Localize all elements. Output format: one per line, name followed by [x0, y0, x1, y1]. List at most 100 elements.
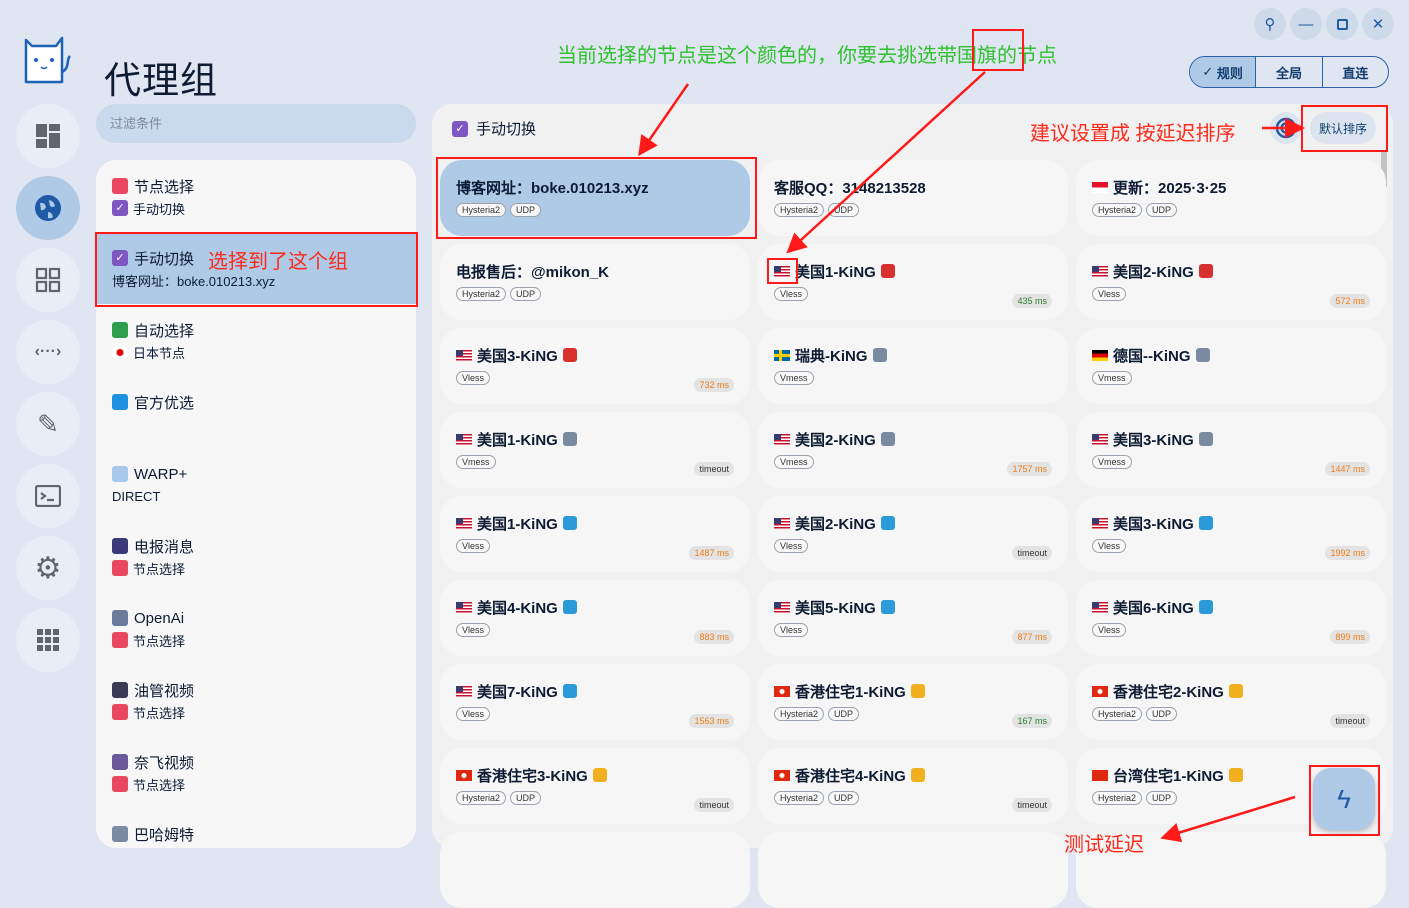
node-delay[interactable]: timeout — [1012, 546, 1052, 560]
scrollbar[interactable] — [1381, 150, 1387, 188]
node-name-row: 德国--KiNG — [1092, 344, 1386, 366]
apps-grid-icon — [37, 629, 59, 651]
node-card[interactable]: 瑞典-KiNG Vmess — [758, 328, 1068, 404]
protocol-tag: Hysteria2 — [1092, 791, 1143, 805]
node-card[interactable]: 美国1-KiNG Vless 1487 ms — [440, 496, 750, 572]
node-card[interactable]: 香港住宅2-KiNG Hysteria2 UDP timeout — [1076, 664, 1386, 740]
sort-button[interactable]: 默认排序 — [1310, 112, 1376, 144]
node-delay[interactable]: timeout — [1330, 714, 1370, 728]
nav-settings[interactable]: ⚙ — [16, 536, 80, 600]
node-name-row: 美国1-KiNG — [456, 428, 750, 450]
node-tags: Vless — [1092, 623, 1386, 637]
node-card[interactable]: 德国--KiNG Vmess — [1076, 328, 1386, 404]
node-tags: Vless — [456, 539, 750, 553]
nav-tools[interactable]: ✎ — [16, 392, 80, 456]
wave-icon — [880, 600, 895, 614]
flag-us-icon — [1092, 433, 1108, 445]
node-name: 美国2-KiNG — [795, 515, 876, 533]
node-delay[interactable]: 732 ms — [694, 378, 734, 392]
node-delay[interactable]: 167 ms — [1012, 714, 1052, 728]
node-card[interactable]: 香港住宅1-KiNG Hysteria2 UDP 167 ms — [758, 664, 1068, 740]
node-card[interactable]: 客服QQ：3148213528 Hysteria2 UDP — [758, 160, 1068, 236]
node-name: 客服QQ：3148213528 — [774, 179, 926, 197]
node-tags: Hysteria2 UDP — [1092, 203, 1386, 217]
node-card[interactable]: 美国1-KiNG Vmess timeout — [440, 412, 750, 488]
node-card[interactable]: 美国5-KiNG Vless 877 ms — [758, 580, 1068, 656]
node-delay[interactable]: 899 ms — [1330, 630, 1370, 644]
node-card[interactable]: 美国3-KiNG Vless 732 ms — [440, 328, 750, 404]
protocol-tag: Vless — [456, 539, 491, 553]
group-item[interactable]: 巴哈姆特台湾节点 — [96, 808, 416, 848]
pin-button[interactable]: ⚲ — [1254, 8, 1286, 40]
group-item[interactable]: 节点选择 ✓ 手动切换 — [96, 160, 416, 232]
node-card[interactable] — [758, 832, 1068, 908]
cloud-icon — [1198, 432, 1213, 446]
mode-rule-button[interactable]: ✓ 规则 — [1190, 57, 1256, 87]
group-item[interactable]: 自动选择 日本节点 — [96, 304, 416, 376]
node-card[interactable]: 美国7-KiNG Vless 1563 ms — [440, 664, 750, 740]
group-item[interactable]: 油管视频 节点选择 — [96, 664, 416, 736]
maximize-button[interactable] — [1326, 8, 1358, 40]
node-card[interactable]: 香港住宅3-KiNG Hysteria2 UDP timeout — [440, 748, 750, 824]
node-card[interactable]: 美国3-KiNG Vmess 1447 ms — [1076, 412, 1386, 488]
crown-icon — [1228, 768, 1243, 782]
nav-connections[interactable]: ‹···› — [16, 320, 80, 384]
page-title: 代理组 — [104, 60, 218, 101]
group-item[interactable]: 官方优选 — [96, 376, 416, 448]
node-card[interactable]: 美国6-KiNG Vless 899 ms — [1076, 580, 1386, 656]
node-card[interactable]: 美国1-KiNG Vless 435 ms — [758, 244, 1068, 320]
node-delay[interactable]: 877 ms — [1012, 630, 1052, 644]
youtube-icon — [112, 682, 128, 698]
group-current-name: DIRECT — [112, 488, 161, 504]
protocol-tag: Hysteria2 — [456, 203, 507, 217]
node-delay[interactable]: 435 ms — [1012, 294, 1052, 308]
mode-global-button[interactable]: 全局 — [1255, 57, 1321, 87]
group-item[interactable]: 电报消息 节点选择 — [96, 520, 416, 592]
flag-cn-icon — [1092, 769, 1108, 781]
node-card[interactable] — [440, 832, 750, 908]
nav-dashboard[interactable] — [16, 104, 80, 168]
node-delay[interactable]: 1487 ms — [689, 546, 734, 560]
group-item[interactable]: 奈飞视频 节点选择 — [96, 736, 416, 808]
nav-proxies[interactable] — [16, 176, 80, 240]
group-item[interactable]: OpenAi 节点选择 — [96, 592, 416, 664]
target-icon — [1275, 117, 1297, 139]
node-delay[interactable]: 1563 ms — [689, 714, 734, 728]
node-name: 台湾住宅1-KiNG — [1113, 767, 1224, 785]
node-delay[interactable]: 1757 ms — [1007, 462, 1052, 476]
checkbox-icon: ✓ — [112, 250, 128, 266]
flag-sg-icon — [1092, 181, 1108, 193]
minimize-button[interactable]: — — [1290, 8, 1322, 40]
node-card[interactable]: 电报售后：@mikon_K Hysteria2 UDP — [440, 244, 750, 320]
node-delay[interactable]: 572 ms — [1330, 294, 1370, 308]
annotation-box-test — [1309, 765, 1380, 836]
crown-icon — [910, 684, 925, 698]
node-card[interactable]: 美国3-KiNG Vless 1992 ms — [1076, 496, 1386, 572]
node-delay[interactable]: timeout — [694, 462, 734, 476]
node-card[interactable]: 美国4-KiNG Vless 883 ms — [440, 580, 750, 656]
node-tags: Vless — [1092, 539, 1386, 553]
test-delay-button[interactable]: ϟ — [1313, 768, 1375, 830]
nav-apps[interactable] — [16, 608, 80, 672]
nav-logs[interactable] — [16, 464, 80, 528]
filter-input[interactable] — [96, 104, 416, 143]
node-delay[interactable]: timeout — [1012, 798, 1052, 812]
node-card[interactable]: 美国2-KiNG Vless 572 ms — [1076, 244, 1386, 320]
node-name-row: 台湾住宅1-KiNG — [1092, 764, 1386, 786]
close-button[interactable]: ✕ — [1362, 8, 1394, 40]
node-delay[interactable]: 1992 ms — [1325, 546, 1370, 560]
node-card[interactable]: 美国2-KiNG Vless timeout — [758, 496, 1068, 572]
node-delay[interactable]: 1447 ms — [1325, 462, 1370, 476]
node-delay[interactable]: 883 ms — [694, 630, 734, 644]
recycle-icon — [112, 322, 128, 338]
nav-rules[interactable] — [16, 248, 80, 312]
locate-button[interactable] — [1270, 112, 1302, 144]
mode-direct-button[interactable]: 直连 — [1321, 57, 1388, 87]
node-card[interactable]: 美国2-KiNG Vmess 1757 ms — [758, 412, 1068, 488]
node-delay[interactable]: timeout — [694, 798, 734, 812]
node-card[interactable]: 香港住宅4-KiNG Hysteria2 UDP timeout — [758, 748, 1068, 824]
node-card[interactable]: 博客网址：boke.010213.xyz Hysteria2 UDP — [440, 160, 750, 236]
group-item[interactable]: WARP+ DIRECT — [96, 448, 416, 520]
group-item[interactable]: ✓ 手动切换 博客网址：boke.010213.xyz — [96, 232, 416, 304]
node-card[interactable]: 更新：2025·3·25 Hysteria2 UDP — [1076, 160, 1386, 236]
